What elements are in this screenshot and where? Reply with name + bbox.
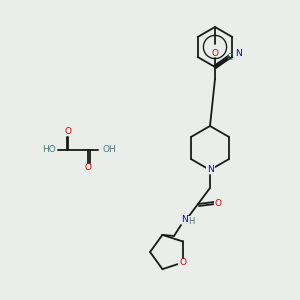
Text: HO: HO [42,146,56,154]
FancyBboxPatch shape [178,259,187,267]
FancyBboxPatch shape [101,146,117,154]
Text: OH: OH [102,146,116,154]
Text: O: O [85,164,92,172]
Text: O: O [212,49,218,58]
Text: N: N [235,49,242,58]
FancyBboxPatch shape [64,128,73,136]
FancyBboxPatch shape [41,146,57,154]
FancyBboxPatch shape [177,216,191,224]
Text: N: N [207,166,213,175]
Text: C: C [227,53,233,62]
FancyBboxPatch shape [211,49,220,57]
FancyBboxPatch shape [214,200,223,208]
Text: H: H [188,217,194,226]
Text: N: N [181,215,188,224]
FancyBboxPatch shape [83,164,92,172]
Text: O: O [179,258,186,267]
FancyBboxPatch shape [206,166,214,174]
Text: O: O [214,200,221,208]
Text: O: O [64,128,71,136]
